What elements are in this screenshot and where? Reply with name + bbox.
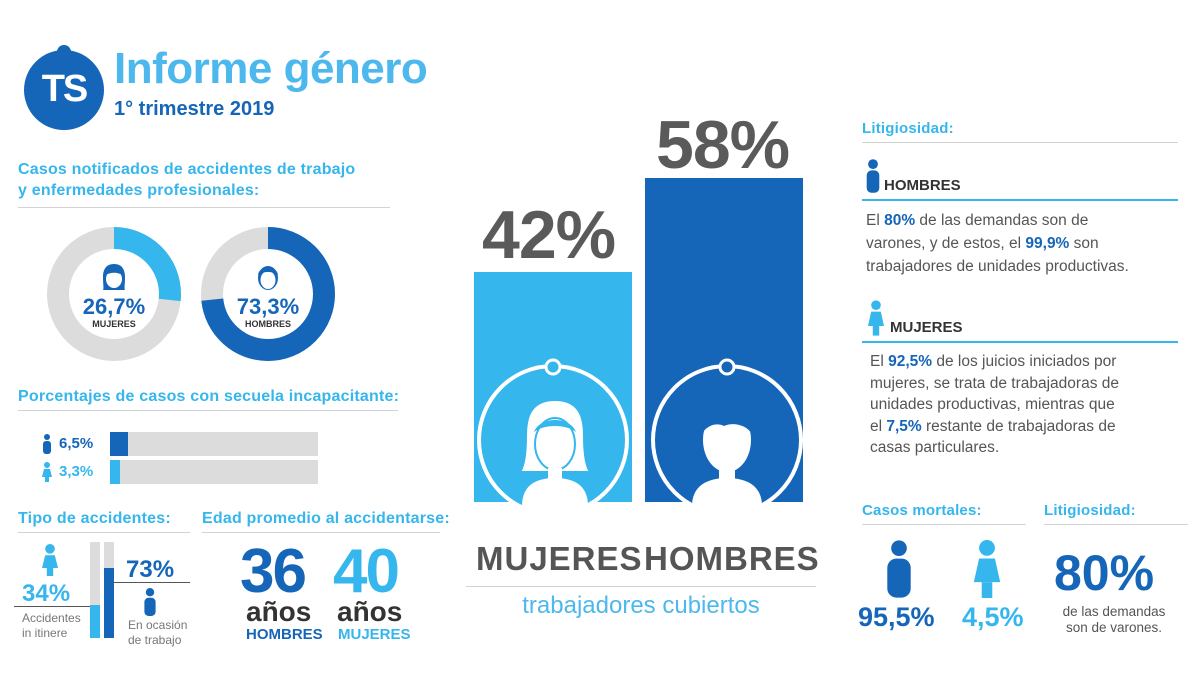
divider [862, 524, 1026, 525]
center-hombres-label: HOMBRES [644, 540, 820, 577]
secuela-fill-mujeres [110, 460, 120, 484]
ocasion-label-1: En ocasión [128, 618, 188, 632]
secuela-row-mujeres: 3,3% [40, 460, 330, 484]
litig-title: Litigiosidad: [862, 120, 954, 137]
center-mujeres-label: MUJERES [476, 540, 643, 577]
edad-hombres-number: 36 [240, 537, 307, 606]
logo-badge-icon [24, 45, 104, 130]
edad-mujeres-label: MUJERES [338, 626, 411, 643]
ocasion-value: 73% [126, 556, 175, 583]
female-person-icon [973, 540, 1001, 598]
woman-silhouette-icon [518, 398, 592, 506]
tipo-bar-itinere [90, 542, 100, 638]
edad-title: Edad promedio al accidentarse: [202, 510, 450, 527]
litig-hombres-text: El 80% de las demandas son de varones, y… [866, 212, 1129, 275]
hombres-percentage: 73,3% [236, 294, 300, 319]
tipo-fill-ocasion [104, 568, 114, 638]
male-person-icon [144, 588, 156, 616]
itinere-label-2: in itinere [22, 626, 68, 640]
male-person-icon [866, 159, 880, 193]
secuela-fill-hombres [110, 432, 128, 456]
woman-face-icon [103, 264, 125, 290]
center-caption: trabajadores cubiertos [522, 592, 760, 619]
secuela-title: Porcentajes de casos con secuela incapac… [18, 388, 400, 405]
litig-mujeres-rule [862, 341, 1178, 343]
tipo-title: Tipo de accidentes: [18, 510, 171, 527]
litig2-title: Litigiosidad: [1044, 502, 1136, 519]
center-mujeres-percentage: 42% [482, 197, 616, 273]
edad-hombres-unit: años [246, 596, 312, 627]
divider [202, 532, 440, 533]
edad-mujeres-number: 40 [333, 537, 400, 606]
edad-hombres-label: HOMBRES [246, 626, 323, 643]
mujeres-label: MUJERES [92, 319, 136, 329]
secuela-bar-hombres [110, 432, 318, 456]
itinere-value: 34% [22, 580, 71, 607]
litig-mujeres-label: MUJERES [890, 319, 963, 336]
secuela-bar-mujeres [110, 460, 318, 484]
litig-hombres-rule [862, 199, 1178, 201]
secuela-mujeres-value: 3,3% [59, 463, 94, 480]
litig-hombres-label: HOMBRES [884, 177, 961, 194]
tipo-bar-ocasion [104, 542, 114, 638]
logo-text: TS [41, 68, 89, 110]
man-face-icon [258, 266, 278, 290]
divider [862, 142, 1178, 143]
secuela-row-hombres: 6,5% [40, 432, 330, 456]
litig2-value: 80% [1054, 545, 1155, 601]
divider [18, 410, 398, 411]
female-person-icon [868, 300, 884, 336]
donut-mujeres: 26,7% MUJERES [46, 226, 182, 362]
litig-mujeres-text: El 92,5% de los juicios iniciados por mu… [870, 353, 1119, 456]
divider [466, 586, 816, 587]
litig2-line1: de las demandas [1062, 604, 1166, 619]
ocasion-label-2: de trabajo [128, 633, 182, 647]
male-person-icon [43, 434, 51, 454]
man-silhouette-icon [692, 403, 762, 506]
divider [18, 207, 390, 208]
casos-title-line2: y enfermedades profesionales: [18, 182, 260, 199]
divider [1044, 524, 1188, 525]
male-person-icon [887, 540, 911, 598]
itinere-line [14, 606, 98, 607]
hombres-label: HOMBRES [244, 319, 291, 329]
edad-mujeres-unit: años [337, 596, 403, 627]
logo: TS [18, 38, 110, 130]
page-subtitle: 1° trimestre 2019 [114, 98, 275, 120]
secuela-hombres-value: 6,5% [59, 435, 94, 452]
mortales-hombres-value: 95,5% [858, 602, 935, 632]
page-title: Informe género [114, 44, 428, 93]
casos-title-line1: Casos notificados de accidentes de traba… [18, 161, 356, 178]
divider [18, 532, 190, 533]
donut-hombres: 73,3% HOMBRES [200, 226, 336, 362]
center-hombres-percentage: 58% [656, 107, 790, 183]
female-person-icon [42, 462, 52, 482]
female-person-icon [42, 544, 58, 576]
itinere-label-1: Accidentes [22, 611, 81, 625]
mortales-mujeres-value: 4,5% [962, 602, 1024, 632]
mortales-title: Casos mortales: [862, 502, 982, 519]
litig2-line2: son de varones. [1065, 620, 1163, 635]
ocasion-line [110, 582, 190, 583]
tipo-fill-itinere [90, 605, 100, 638]
mujeres-percentage: 26,7% [82, 294, 146, 319]
